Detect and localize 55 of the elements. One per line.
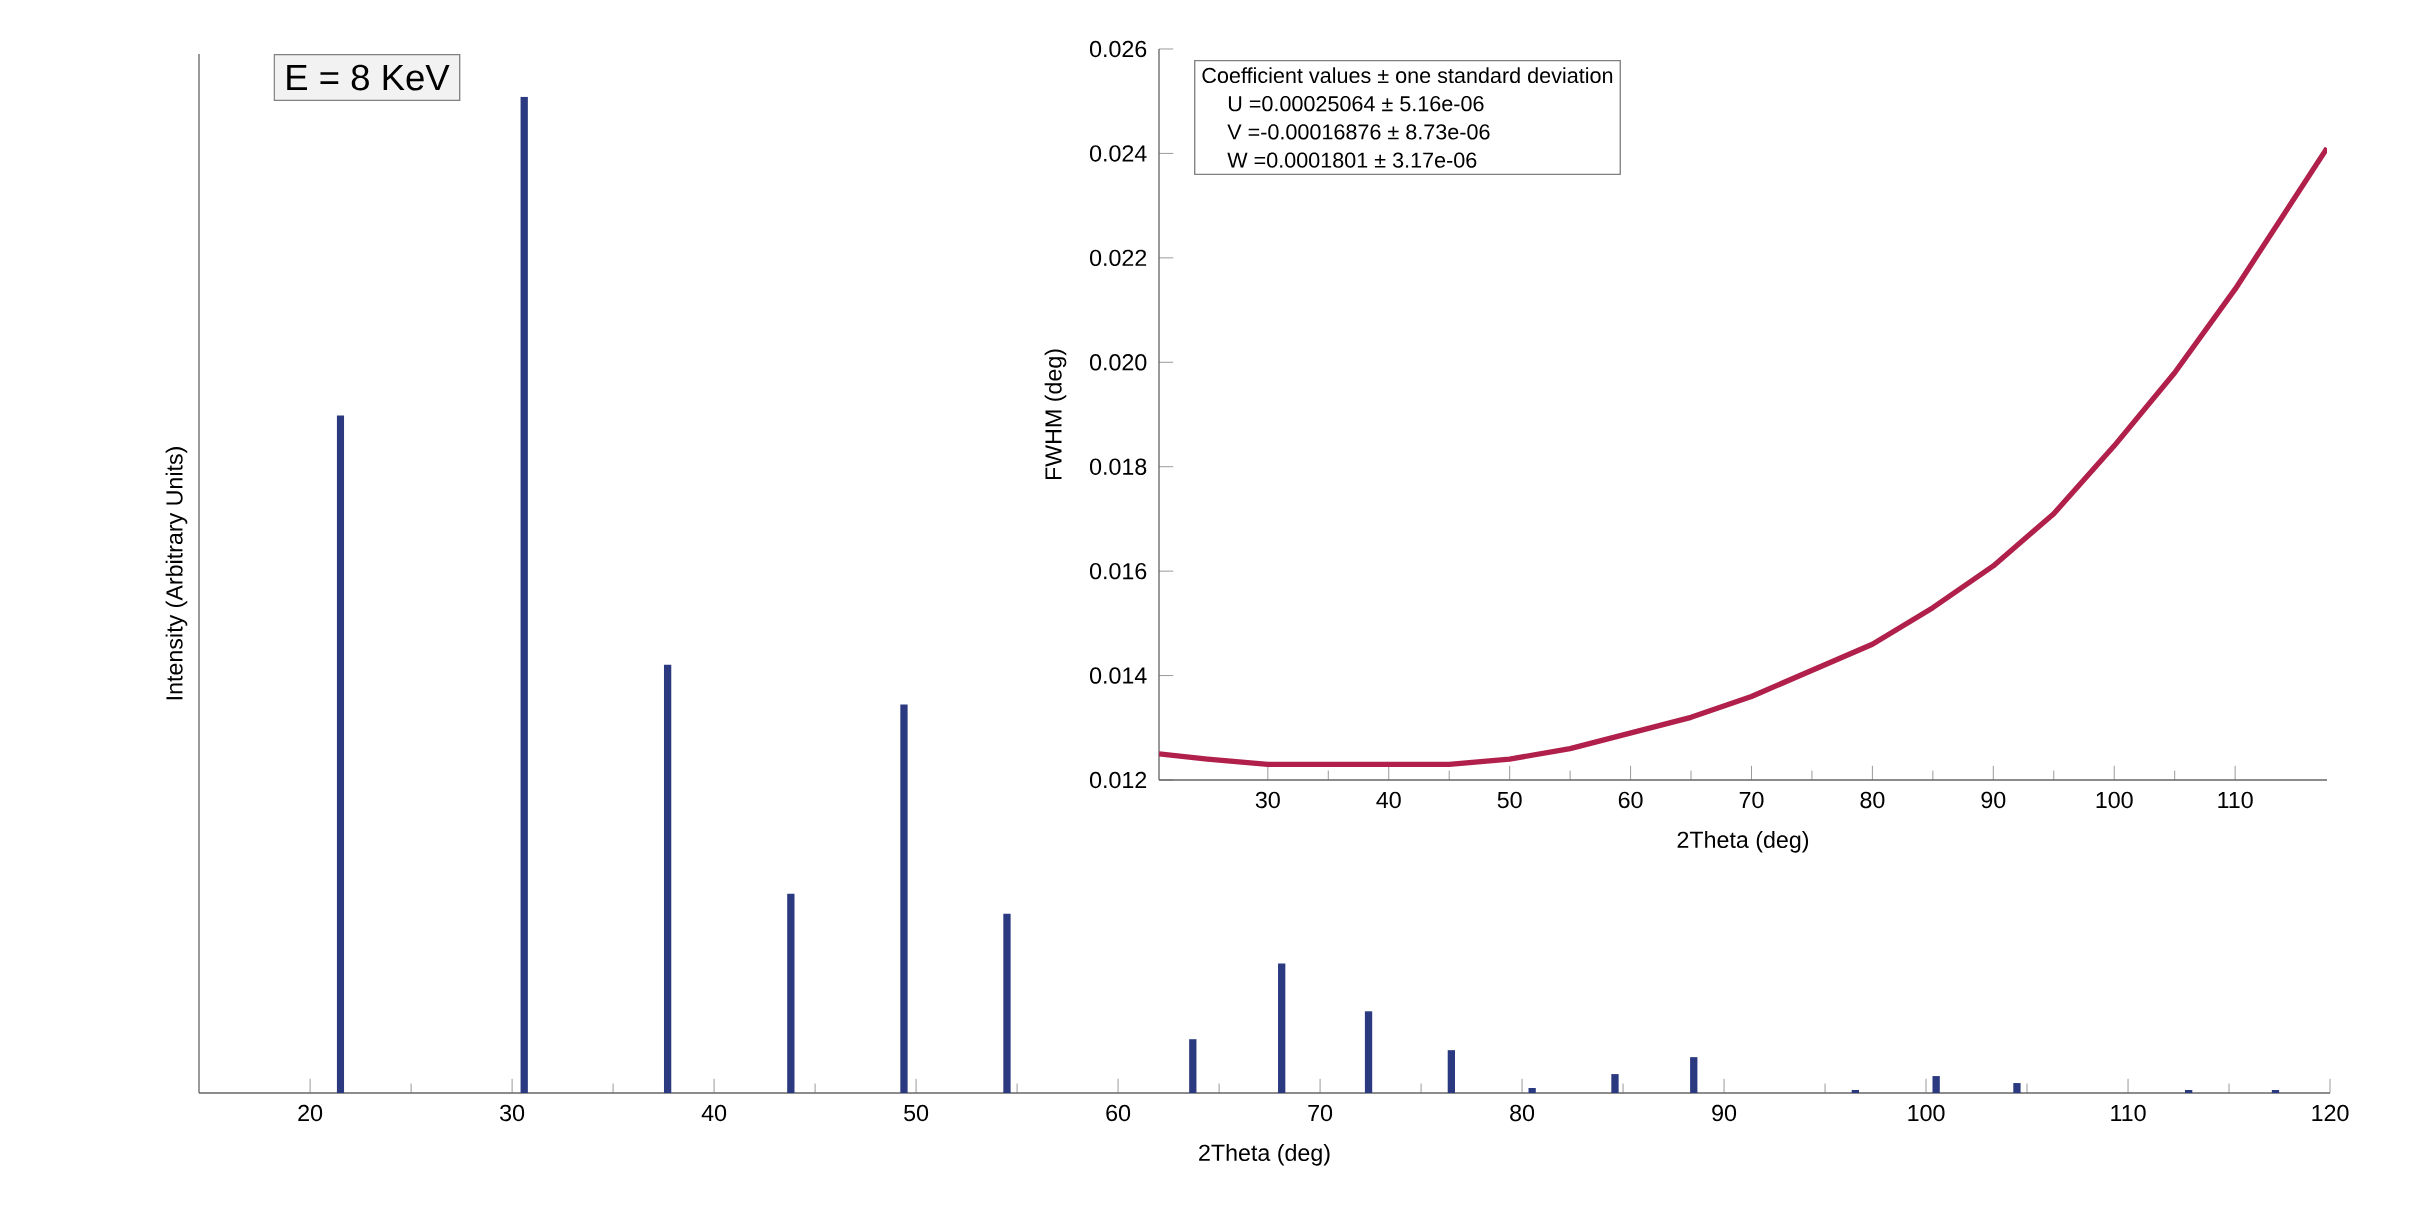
x-axis-title: 2Theta (deg) [1677,831,1809,853]
bar [2184,1090,2193,1093]
x-tick-label: 30 [500,1104,525,1122]
annotation: W =0.0001801 ± 3.17e-06 [1227,152,1477,168]
x-tick-label: 40 [1376,791,1401,809]
bar [663,664,672,1093]
text: E = 8 KeV [287,64,450,91]
x-tick-label: 40 [701,1104,727,1122]
x-tick-label: 60 [1106,1104,1131,1122]
y-tick-label: 0.022 [1089,249,1147,267]
y-tick-label: 0.016 [1089,562,1147,580]
y-axis-title: FWHM (deg) [1044,349,1067,480]
bar [2271,1090,2280,1093]
bar [2013,1083,2021,1093]
bar [1851,1090,1859,1093]
x-tick-label: 50 [1497,791,1522,809]
x-axis-title: 2Theta (deg) [1199,1144,1330,1166]
y-tick-label: 0.026 [1089,40,1147,58]
x-tick-label: 50 [904,1104,929,1122]
x-tick-label: 80 [1510,1104,1535,1122]
x-tick-label: 30 [1255,791,1280,809]
bar [1932,1076,1940,1093]
bar [1528,1088,1536,1093]
x-tick-label: 20 [298,1104,323,1122]
y-tick-label: 0.018 [1089,458,1147,475]
x-tick-label: 110 [2218,791,2253,809]
bar [787,893,795,1093]
x-tick-label: 60 [1618,791,1643,809]
x-tick-label: 110 [2111,1104,2146,1122]
bar [1003,913,1011,1093]
annotation: U =0.00025064 ± 5.16e-06 [1228,96,1484,112]
annotation: Coefficient values ± one standard deviation [1202,67,1613,84]
x-tick-label: 70 [1739,791,1764,809]
bar [900,704,908,1093]
x-tick-label: 80 [1860,791,1885,809]
bar [520,96,528,1093]
bar [1690,1057,1698,1093]
x-tick-label: 90 [1981,791,2006,809]
x-tick-label: 90 [1712,1104,1737,1122]
bar [1447,1050,1456,1093]
y-tick-label: 0.024 [1089,145,1147,162]
y-tick-label: 0.014 [1089,667,1147,684]
y-axis-title: Intensity (Arbitrary Units) [165,447,188,700]
x-tick-label: 100 [1908,1104,1945,1122]
bar [1189,1039,1197,1093]
y-tick-label: 0.020 [1089,354,1147,371]
bar [1278,963,1286,1093]
x-tick-label: 120 [2312,1104,2349,1122]
bar [336,415,345,1093]
x-tick-label: 100 [2096,791,2133,809]
bar [1364,1011,1373,1093]
y-tick-label: 0.012 [1089,771,1147,789]
bar [1611,1074,1619,1093]
x-tick-label: 70 [1308,1104,1333,1122]
annotation: V =-0.00016876 ± 8.73e-06 [1227,124,1490,140]
